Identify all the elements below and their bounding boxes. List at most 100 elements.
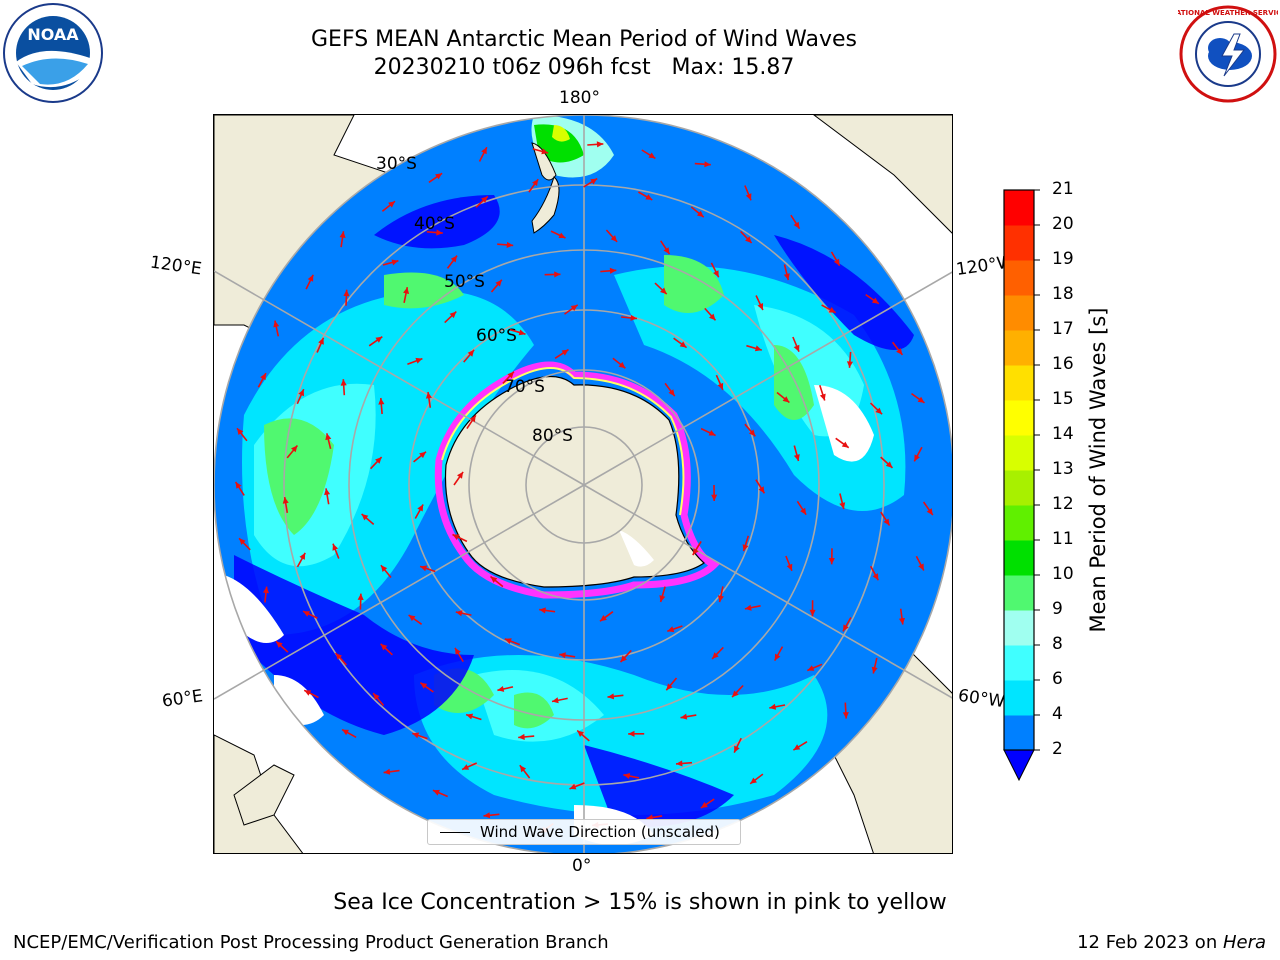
- lat-label-70s: 70°S: [504, 377, 545, 397]
- lon-label-left-lower: 60°E: [160, 686, 205, 712]
- wave-arrow-head: [276, 641, 283, 648]
- wave-arrow-head: [504, 638, 512, 644]
- wave-arrow-head: [425, 392, 432, 399]
- wave-arrow-head: [383, 768, 391, 775]
- wave-arrow-head: [237, 428, 244, 435]
- credit-organization: NCEP/EMC/Verification Post Processing Pr…: [13, 932, 609, 953]
- wave-arrow-head: [833, 258, 840, 266]
- wave-arrow-head: [692, 548, 699, 556]
- wave-arrow-head: [332, 543, 339, 551]
- wave-arrow-head: [462, 764, 470, 770]
- wave-arrow-head: [450, 255, 457, 263]
- wave-arrow-head: [732, 690, 739, 698]
- wave-arrow-head: [704, 161, 711, 168]
- wave-arrow-head: [361, 514, 369, 521]
- wave-arrow-head: [748, 429, 756, 437]
- wave-arrow-head: [745, 193, 752, 201]
- wave-arrow-head: [457, 471, 464, 479]
- map-panel: 30°S 40°S 50°S 60°S 70°S 80°S: [213, 114, 953, 854]
- wave-arrow-head: [303, 611, 310, 617]
- wave-arrow-head: [630, 314, 637, 321]
- wave-arrow-head: [793, 344, 800, 352]
- noaa-logo-text: NOAA: [27, 25, 79, 44]
- colorbar-segment: [1004, 540, 1034, 576]
- wave-arrow-head: [570, 304, 578, 311]
- wave-arrow-head: [420, 682, 428, 689]
- colorbar-tick-label: 2: [1052, 739, 1063, 759]
- wave-arrow-head: [558, 232, 566, 238]
- wave-arrow-head: [843, 624, 849, 632]
- wave-arrow-head: [786, 563, 793, 571]
- wave-arrow-head: [455, 647, 461, 655]
- colorbar-tick-label: 15: [1052, 389, 1074, 409]
- colorbar-segment: [1004, 365, 1034, 401]
- wave-arrow-head: [744, 604, 752, 611]
- wave-arrow-head: [263, 586, 269, 594]
- colorbar-under-extension: [1003, 749, 1035, 782]
- wave-arrow-head: [435, 173, 443, 180]
- wave-arrow-head: [713, 270, 719, 278]
- wave-arrow-head: [339, 231, 346, 238]
- wave-arrow-head: [506, 241, 514, 248]
- wave-arrow-head: [577, 730, 584, 737]
- colorbar-tick-label: 10: [1052, 564, 1074, 584]
- north-pacific-land: [813, 115, 952, 234]
- wave-arrow-head: [667, 626, 675, 633]
- wave-arrow-head: [648, 152, 656, 159]
- wave-arrow-head: [408, 615, 416, 622]
- colorbar-tick-label: 17: [1052, 319, 1074, 339]
- wave-arrow-head: [717, 382, 724, 390]
- wave-arrow-head: [375, 336, 383, 343]
- noaa-logo: NOAA: [2, 2, 104, 108]
- wave-arrow-head: [914, 454, 920, 462]
- wave-arrow-head: [819, 393, 826, 401]
- lat-label-40s: 40°S: [414, 214, 455, 234]
- wave-arrow-head: [518, 329, 526, 336]
- wave-arrow-head: [273, 320, 280, 328]
- wave-arrow-head: [483, 812, 491, 819]
- lat-label-50s: 50°S: [444, 272, 485, 292]
- wave-arrow-head: [660, 287, 667, 295]
- wave-arrow-head: [754, 345, 762, 352]
- wave-arrow-head: [596, 141, 604, 148]
- wave-arrow-head: [342, 729, 349, 736]
- colorbar-tick-label: 9: [1052, 599, 1063, 619]
- lon-label-bottom: 0°: [572, 856, 592, 876]
- wave-arrow-head: [783, 273, 790, 281]
- wave-arrow-head: [841, 441, 849, 448]
- wave-arrow-head: [918, 563, 924, 571]
- wave-arrow-head: [663, 247, 670, 255]
- wave-arrow-head: [299, 552, 306, 560]
- wave-arrow-head: [800, 507, 807, 515]
- wave-arrow-head: [481, 196, 488, 203]
- wave-arrow-head: [380, 643, 388, 651]
- lon-label-right-lower: 60°W: [956, 685, 1007, 713]
- wave-arrow-head: [590, 178, 598, 185]
- colorbar-segment: [1004, 645, 1034, 681]
- wave-arrow-head: [917, 396, 925, 403]
- legend-label: Wind Wave Direction (unscaled): [480, 823, 720, 841]
- wave-arrow-head: [569, 783, 577, 790]
- wave-arrow-head: [304, 690, 312, 696]
- wave-arrow-head: [666, 683, 673, 691]
- wave-arrow-head: [750, 777, 757, 784]
- wave-arrow-head: [541, 148, 549, 155]
- credit-date-text: 12 Feb 2023 on: [1077, 932, 1223, 953]
- wave-arrow-head: [926, 508, 933, 516]
- colorbar-segment: [1004, 330, 1034, 366]
- colorbar-segment: [1004, 400, 1034, 436]
- colorbar-tick-label: 14: [1052, 424, 1074, 444]
- colorbar-tick-label: 19: [1052, 249, 1074, 269]
- wave-arrow-head: [412, 732, 420, 739]
- wave-arrow-head: [497, 686, 505, 692]
- colorbar-tick-label: 6: [1052, 669, 1063, 689]
- wave-arrow-head: [846, 361, 853, 368]
- wave-period-field: [214, 115, 952, 853]
- colorbar-segment: [1004, 610, 1034, 646]
- wave-arrow-head: [507, 371, 514, 379]
- chart-title: GEFS MEAN Antarctic Mean Period of Wind …: [311, 27, 857, 52]
- wave-arrow-head: [391, 259, 399, 266]
- wave-arrow-head: [388, 201, 395, 208]
- wave-arrow-head: [708, 430, 716, 436]
- wave-arrow-head: [519, 765, 527, 773]
